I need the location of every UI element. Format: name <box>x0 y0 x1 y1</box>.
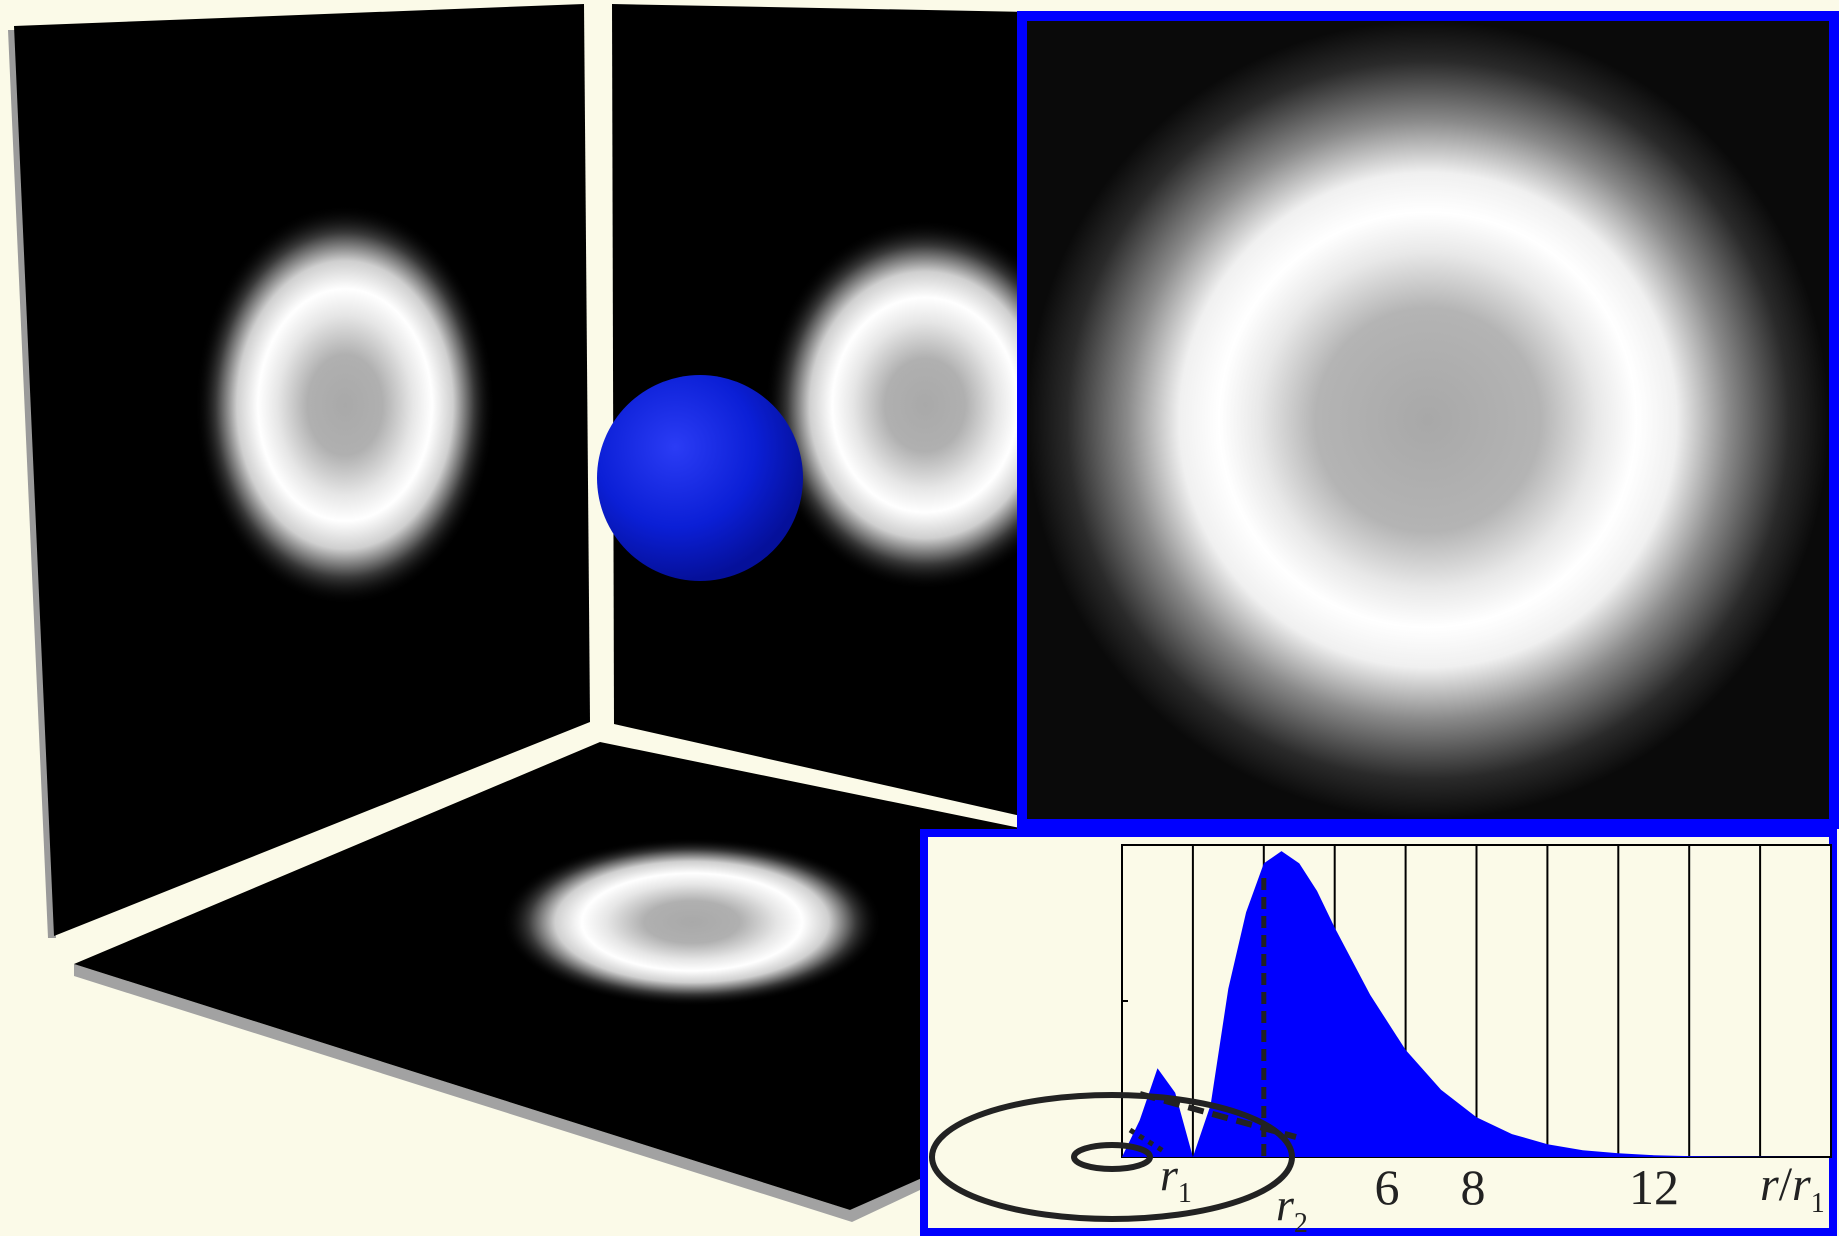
atom-sphere <box>597 375 803 581</box>
x-tick-label-12: 12 <box>1629 1159 1679 1215</box>
left-wall-projection <box>195 205 495 605</box>
floor-projection <box>502 838 882 1006</box>
x-tick-label-6: 6 <box>1375 1159 1400 1215</box>
radial-distribution-graph: r1 r2 6 8 12 r/r1 <box>924 833 1833 1236</box>
projection-view <box>1022 16 1834 824</box>
projection-image <box>1027 21 1829 819</box>
x-tick-label-8: 8 <box>1461 1159 1486 1215</box>
